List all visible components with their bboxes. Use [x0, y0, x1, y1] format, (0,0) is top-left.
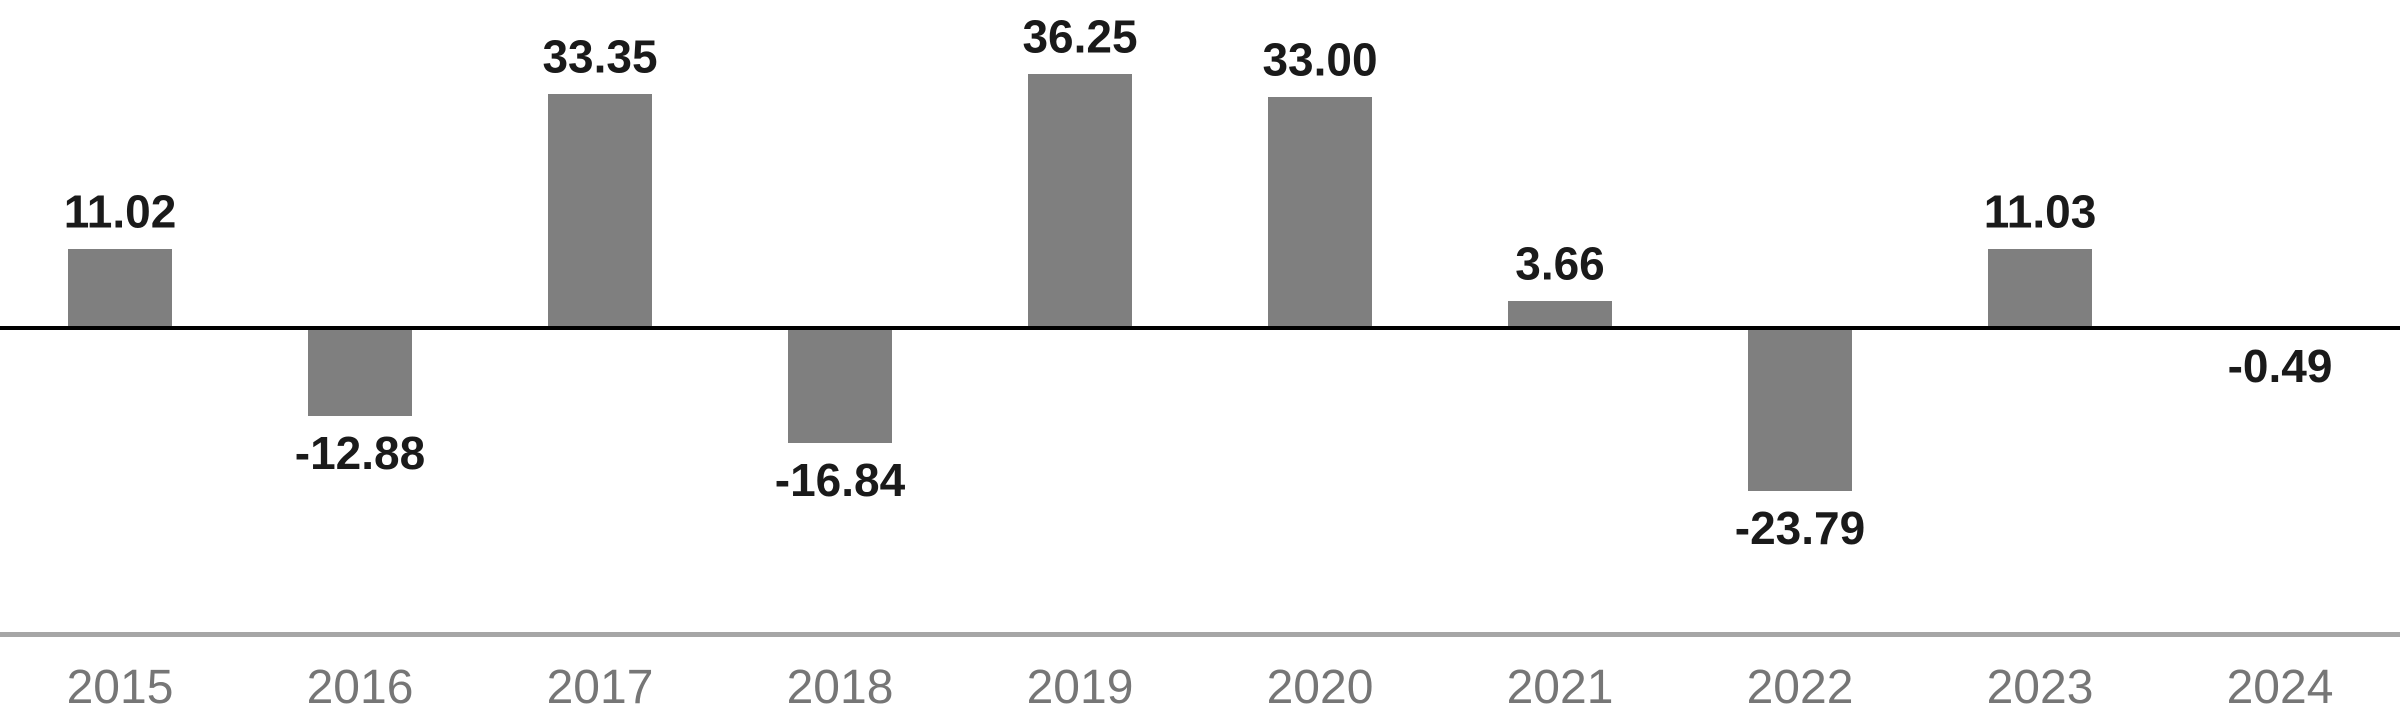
bar-value-label: 33.00 [1262, 33, 1378, 86]
bar [548, 94, 652, 326]
x-axis-tick-label: 2022 [1746, 661, 1854, 714]
bar-value-label: 36.25 [1022, 10, 1138, 63]
bar [308, 326, 412, 416]
x-axis-tick-label: 2016 [306, 661, 414, 714]
bar-value-label: -16.84 [774, 454, 906, 507]
bar [1268, 96, 1372, 326]
x-axis-tick-label: 2021 [1506, 661, 1614, 714]
bar [1988, 249, 2092, 326]
bar [1028, 74, 1132, 326]
x-axis-tick-label: 2023 [1986, 661, 2094, 714]
x-axis-tick-label: 2015 [66, 661, 174, 714]
x-axis-labels: 2015 2016 2017 2018 2019 2020 2021 2022 2023 2024 [0, 664, 2400, 712]
bar-value-label: -12.88 [294, 426, 426, 479]
bar [68, 249, 172, 326]
x-axis-line [0, 632, 2400, 637]
bar-value-label: 33.35 [542, 30, 658, 83]
bar-value-label: -0.49 [2227, 340, 2333, 393]
bar-value-label: 11.03 [1983, 185, 2097, 238]
x-axis-tick-label: 2019 [1026, 661, 1134, 714]
x-axis-tick-label: 2024 [2226, 661, 2334, 714]
x-axis-tick-label: 2017 [546, 661, 654, 714]
bar-value-label: -23.79 [1734, 502, 1866, 555]
bar-value-label: 3.66 [1515, 236, 1605, 289]
bar [788, 326, 892, 444]
zero-axis-line [0, 326, 2400, 330]
bar [1748, 326, 1852, 492]
x-axis-tick-label: 2018 [786, 661, 894, 714]
x-axis-tick-label: 2020 [1266, 661, 1374, 714]
bar [1508, 300, 1612, 326]
bar-value-label: 11.02 [63, 185, 177, 238]
